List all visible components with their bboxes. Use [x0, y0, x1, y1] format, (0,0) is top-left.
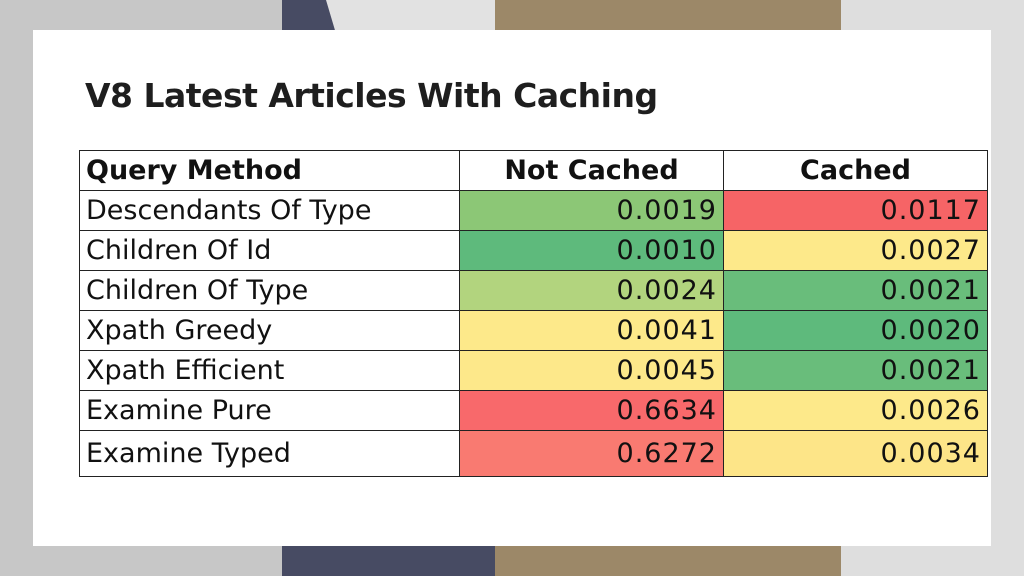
method-cell: Examine Pure: [79, 390, 460, 431]
cached-cell: 0.0021: [723, 270, 988, 311]
not-cached-cell: 0.6634: [459, 390, 724, 431]
table-row: Descendants Of Type 0.0019 0.0117: [79, 190, 988, 231]
cached-cell: 0.0020: [723, 310, 988, 351]
not-cached-cell: 0.0010: [459, 230, 724, 271]
cached-cell: 0.0026: [723, 390, 988, 431]
cached-cell: 0.0034: [723, 430, 988, 477]
background-navy-stripe-bottom: [282, 545, 497, 576]
slide-card: V8 Latest Articles With Caching Query Me…: [33, 30, 991, 546]
method-cell: Xpath Greedy: [79, 310, 460, 351]
method-cell: Xpath Efficient: [79, 350, 460, 391]
not-cached-cell: 0.0041: [459, 310, 724, 351]
table-header-row: Query Method Not Cached Cached: [79, 150, 988, 191]
slide-title: V8 Latest Articles With Caching: [85, 76, 658, 115]
table-row: Children Of Type 0.0024 0.0021: [79, 270, 988, 311]
method-cell: Children Of Type: [79, 270, 460, 311]
cached-cell: 0.0027: [723, 230, 988, 271]
method-cell: Children Of Id: [79, 230, 460, 271]
table-row: Xpath Greedy 0.0041 0.0020: [79, 310, 988, 351]
method-cell: Descendants Of Type: [79, 190, 460, 231]
not-cached-cell: 0.6272: [459, 430, 724, 477]
cached-cell: 0.0021: [723, 350, 988, 391]
header-not-cached: Not Cached: [459, 150, 724, 191]
table-row: Children Of Id 0.0010 0.0027: [79, 230, 988, 271]
results-table: Query Method Not Cached Cached Descendan…: [79, 150, 988, 477]
table-row: Examine Pure 0.6634 0.0026: [79, 390, 988, 431]
results-table-container: Query Method Not Cached Cached Descendan…: [79, 150, 988, 477]
not-cached-cell: 0.0024: [459, 270, 724, 311]
table-row: Examine Typed 0.6272 0.0034: [79, 430, 988, 477]
table-row: Xpath Efficient 0.0045 0.0021: [79, 350, 988, 391]
method-cell: Examine Typed: [79, 430, 460, 477]
header-cached: Cached: [723, 150, 988, 191]
header-query-method: Query Method: [79, 150, 460, 191]
not-cached-cell: 0.0019: [459, 190, 724, 231]
cached-cell: 0.0117: [723, 190, 988, 231]
not-cached-cell: 0.0045: [459, 350, 724, 391]
